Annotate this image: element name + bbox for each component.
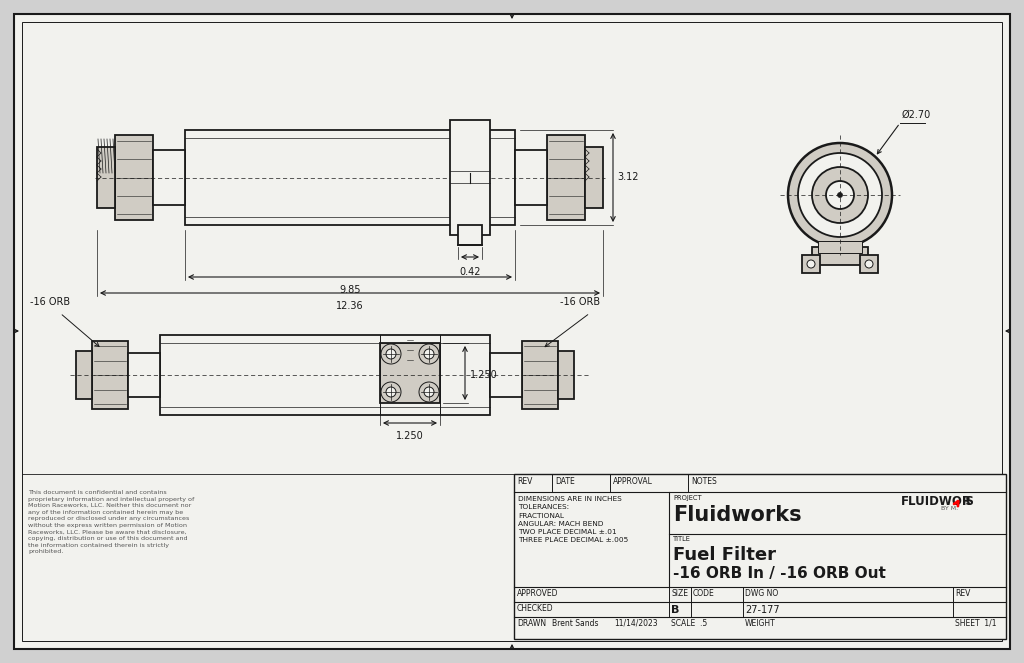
Text: BY M.: BY M. (941, 506, 958, 511)
Text: Brent Sands: Brent Sands (552, 619, 598, 628)
Circle shape (807, 260, 815, 268)
Bar (115, 135, 153, 220)
Bar (380, 343, 440, 403)
Circle shape (826, 181, 854, 209)
Bar (515, 150, 547, 205)
Text: SHEET  1/1: SHEET 1/1 (955, 619, 996, 628)
Text: Fuel Filter: Fuel Filter (673, 546, 776, 564)
Circle shape (381, 344, 401, 364)
Bar (92, 341, 128, 409)
Text: PROJECT: PROJECT (673, 495, 701, 501)
Bar (450, 120, 490, 235)
Text: Ø2.70: Ø2.70 (902, 110, 931, 120)
Circle shape (419, 382, 439, 402)
Circle shape (865, 260, 873, 268)
Text: -16 ORB In / -16 ORB Out: -16 ORB In / -16 ORB Out (673, 566, 886, 581)
Text: B: B (671, 605, 679, 615)
Text: 27-177: 27-177 (745, 605, 779, 615)
Text: 12.36: 12.36 (336, 301, 364, 311)
Bar (160, 335, 490, 415)
Circle shape (798, 153, 882, 237)
Text: SIZE: SIZE (671, 589, 688, 598)
Text: TITLE: TITLE (673, 536, 691, 542)
Bar (185, 130, 515, 225)
Bar (585, 147, 603, 208)
Text: APPROVAL: APPROVAL (613, 477, 653, 486)
Circle shape (419, 344, 439, 364)
Bar (818, 241, 862, 253)
Text: DATE: DATE (555, 477, 574, 486)
Text: 3.12: 3.12 (617, 172, 639, 182)
Bar (97, 147, 115, 208)
Text: CHECKED: CHECKED (517, 604, 554, 613)
Text: DRAWN: DRAWN (517, 619, 546, 628)
Text: 1.250: 1.250 (470, 370, 498, 380)
Text: 1.250: 1.250 (396, 431, 424, 441)
Text: APPROVED: APPROVED (517, 589, 558, 598)
Circle shape (381, 382, 401, 402)
Text: IS: IS (962, 495, 975, 508)
Bar (860, 255, 878, 273)
Text: 9.85: 9.85 (339, 285, 360, 295)
Circle shape (386, 349, 396, 359)
Text: This document is confidential and contains
proprietary information and intellect: This document is confidential and contai… (28, 490, 195, 554)
Bar (153, 150, 185, 205)
Bar (458, 225, 482, 245)
Text: 0.42: 0.42 (459, 267, 480, 277)
Text: -16 ORB: -16 ORB (30, 297, 70, 307)
Circle shape (386, 387, 396, 397)
Circle shape (812, 167, 868, 223)
Text: WEIGHT: WEIGHT (745, 619, 776, 628)
Bar (490, 353, 522, 397)
Text: DIMENSIONS ARE IN INCHES
TOLERANCES:
FRACTIONAL
ANGULAR: MACH BEND
TWO PLACE DEC: DIMENSIONS ARE IN INCHES TOLERANCES: FRA… (518, 496, 629, 543)
Text: CODE: CODE (693, 589, 715, 598)
Text: REV: REV (955, 589, 971, 598)
Circle shape (424, 349, 434, 359)
Text: 11/14/2023: 11/14/2023 (614, 619, 657, 628)
Text: DWG NO: DWG NO (745, 589, 778, 598)
Circle shape (788, 143, 892, 247)
Bar (128, 353, 160, 397)
Bar (547, 135, 585, 220)
Bar (802, 255, 820, 273)
Bar (76, 351, 92, 399)
Text: SCALE  .5: SCALE .5 (671, 619, 708, 628)
Text: NOTES: NOTES (691, 477, 717, 486)
Text: Fluidworks: Fluidworks (673, 505, 802, 525)
Circle shape (424, 387, 434, 397)
Text: FLUIDWOR: FLUIDWOR (901, 495, 972, 508)
Bar (812, 247, 868, 265)
Bar (514, 474, 1006, 639)
Text: REV: REV (517, 477, 532, 486)
Bar (558, 351, 574, 399)
Bar (522, 341, 558, 409)
Text: -16 ORB: -16 ORB (560, 297, 600, 307)
Circle shape (838, 192, 843, 198)
